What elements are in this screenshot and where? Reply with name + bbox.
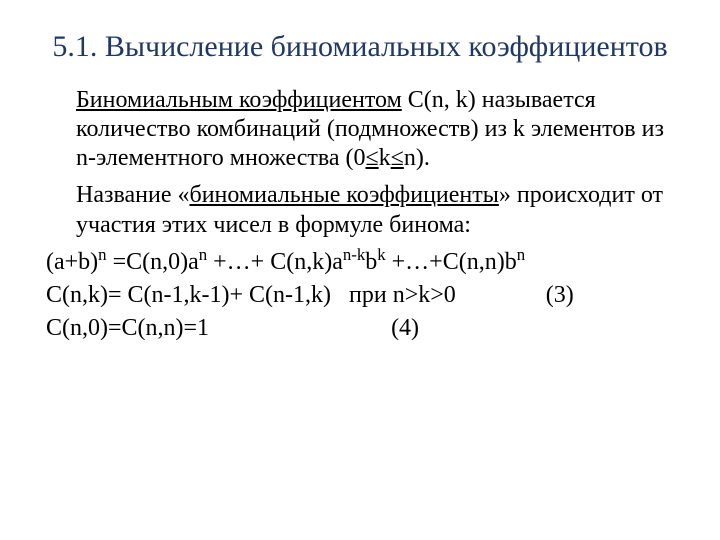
f1-s5: n xyxy=(517,245,525,264)
f2-text: C(n,k)= C(n-1,k-1)+ C(n-1,k) при n>k>0 xyxy=(46,282,456,308)
formula-recurrence: C(n,k)= C(n-1,k-1)+ C(n-1,k) при n>k>0 (3… xyxy=(46,281,674,310)
le-symbol: ≤ xyxy=(366,145,379,171)
equation-label: (3) xyxy=(546,281,574,310)
f1-s1: n xyxy=(98,245,106,264)
le-symbol: ≤ xyxy=(391,145,404,171)
slide: 5.1. Вычисление биномиальных коэффициент… xyxy=(0,0,720,344)
f1-t4: b xyxy=(365,249,377,275)
term-underline: биномиальные коэффициенты xyxy=(189,182,498,208)
term-underline: Биномиальным коэффициентом xyxy=(76,87,402,113)
formula-binomial: (a+b)n =C(n,0)an +…+ C(n,k)an-kbk +…+C(n… xyxy=(46,248,674,277)
f1-s2: n xyxy=(199,245,207,264)
f1-t5: +…+C(n,n)b xyxy=(386,249,517,275)
para2-pre: Название « xyxy=(76,182,189,208)
f1-s3: n-k xyxy=(343,245,365,264)
f1-t1: (a+b) xyxy=(46,249,98,275)
slide-title: 5.1. Вычисление биномиальных коэффициент… xyxy=(46,28,674,66)
f1-t3: +…+ C(n,k)a xyxy=(207,249,343,275)
paragraph-1: Биномиальным коэффициентом C(n, k) назыв… xyxy=(46,86,674,174)
para1-mid: k xyxy=(379,145,391,171)
f3-text: C(n,0)=C(n,n)=1 xyxy=(46,315,209,341)
para1-end: n). xyxy=(404,145,430,171)
formula-base: C(n,0)=C(n,n)=1 (4) xyxy=(46,314,674,343)
f1-t2: =C(n,0)a xyxy=(107,249,199,275)
slide-body: Биномиальным коэффициентом C(n, k) назыв… xyxy=(46,86,674,344)
paragraph-2: Название «биномиальные коэффициенты» про… xyxy=(46,181,674,240)
equation-label: (4) xyxy=(391,314,419,343)
f1-s4: k xyxy=(377,245,385,264)
